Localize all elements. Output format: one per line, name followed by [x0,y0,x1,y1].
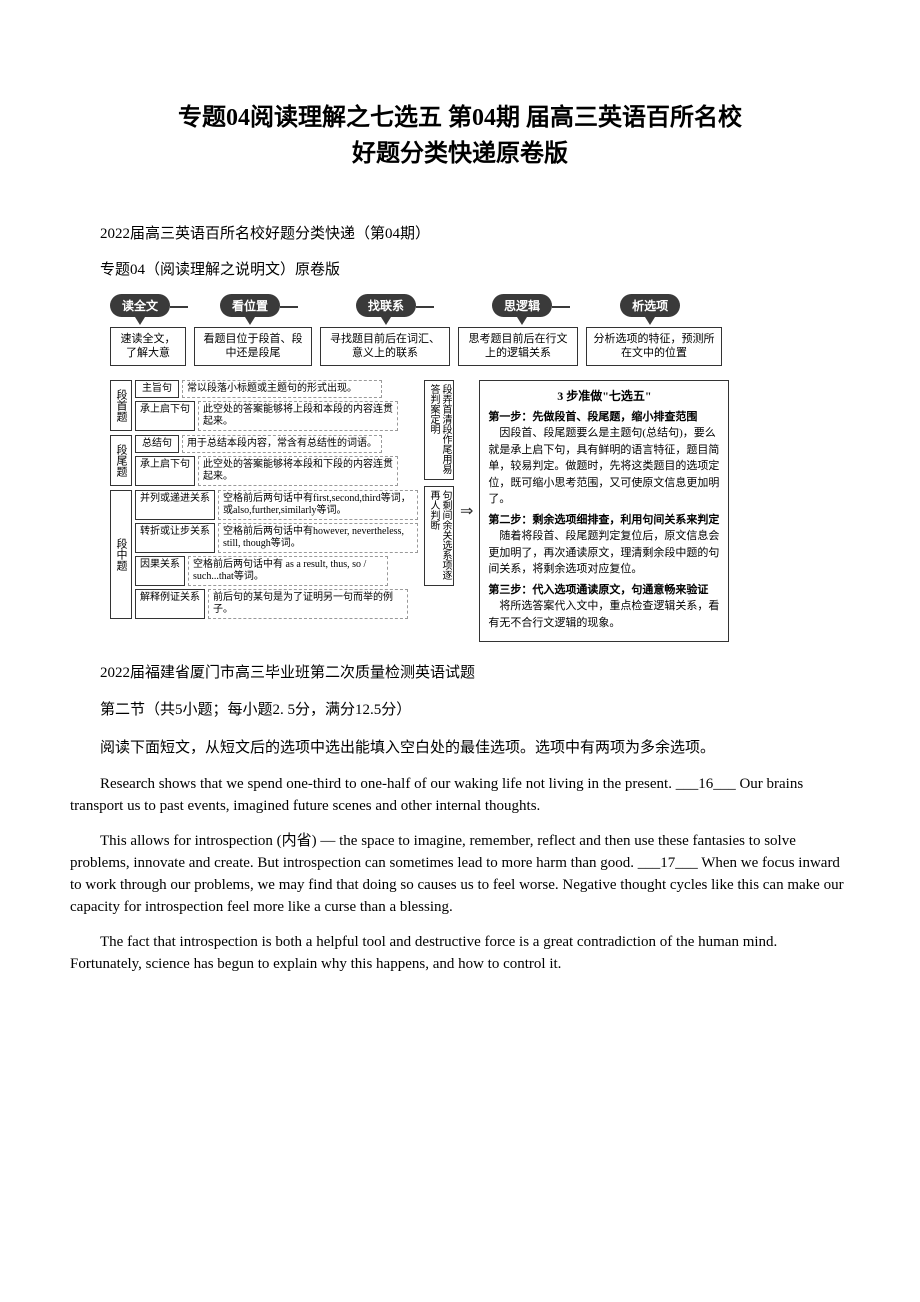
cat-label-head: 段首题 [110,380,132,431]
tip1-body: 因段首、段尾题要么是主题句(总结句)，要么就是承上启下句，具有鲜明的语言特征，题… [488,425,720,508]
cat-label-mid: 段中题 [110,490,132,619]
title-line-1: 专题04阅读理解之七选五 第04期 届高三英语百所名校 [70,100,850,136]
categories-column: 段首题 主旨句 常以段落小标题或主题句的形式出现。 承上启下句 此空处的答案能够… [110,380,418,643]
tag-cause: 因果关系 [135,556,185,586]
expl-parallel: 空格前后两句话中有first,second,third等词，或also,furt… [218,490,418,520]
step-chip-4: 思逻辑 [492,294,552,317]
instruction-line: 阅读下面短文，从短文后的选项中选出能填入空白处的最佳选项。选项中有两项为多余选项… [70,737,850,760]
expl-example: 前后句的某句是为了证明另一句而举的例子。 [208,589,408,619]
expl-link1: 此空处的答案能够将上段和本段的内容连贯起来。 [198,401,398,431]
tip2-head: 第二步：剩余选项细排查，利用句间关系来判定 [488,512,720,529]
desc-box-4: 思考题目前后在行文上的逻辑关系 [458,327,578,366]
strategy-diagram: 读全文 看位置 找联系 思逻辑 析选项 速读全文，了解大意 看题目位于段首、段中… [110,294,850,642]
vert-hint-1: 段弄首清段作尾用易答判案定明 [424,380,454,480]
tip3-body: 将所选答案代入文中，重点检查逻辑关系，看有无不合行文逻辑的现象。 [488,598,720,631]
passage-para-2: This allows for introspection (内省) — the… [70,831,850,918]
desc-box-2: 看题目位于段首、段中还是段尾 [194,327,312,366]
tag-contrast: 转折或让步关系 [135,523,215,553]
tag-link2: 承上启下句 [135,456,195,486]
desc-box-5: 分析选项的特征，预测所在文中的位置 [586,327,722,366]
section-line: 第二节（共5小题；每小题2. 5分，满分12.5分） [70,699,850,722]
tip1-head: 第一步：先做段首、段尾题，缩小排查范围 [488,409,720,426]
tip2-body: 随着将段首、段尾题判定复位后，原文信息会更加明了，再次通读原文，理清剩余段中题的… [488,528,720,578]
tips-panel: 3 步准做"七选五" 第一步：先做段首、段尾题，缩小排查范围 因段首、段尾题要么… [479,380,729,643]
subtitle-2: 专题04（阅读理解之说明文）原卷版 [70,258,850,282]
cat-label-tail: 段尾题 [110,435,132,486]
expl-topic: 常以段落小标题或主题句的形式出现。 [182,380,382,398]
passage-para-1: Research shows that we spend one-third t… [70,774,850,818]
vertical-hints: 段弄首清段作尾用易答判案定明 句剩间余关选系项逐再人判断 [424,380,454,643]
desc-box-1: 速读全文，了解大意 [110,327,186,366]
passage-para-3: The fact that introspection is both a he… [70,932,850,976]
desc-box-3: 寻找题目前后在词汇、意义上的联系 [320,327,450,366]
subtitle-1: 2022届高三英语百所名校好题分类快递（第04期） [70,222,850,246]
steps-row: 读全文 看位置 找联系 思逻辑 析选项 [110,294,850,317]
tag-link1: 承上启下句 [135,401,195,431]
vert-hint-2: 句剩间余关选系项逐再人判断 [424,486,454,586]
title-line-2: 好题分类快递原卷版 [70,136,850,172]
tip3-head: 第三步：代入选项通读原文，句通意畅来验证 [488,582,720,599]
step-chip-1: 读全文 [110,294,170,317]
step-chip-2: 看位置 [220,294,280,317]
arrow-icon: ⇒ [460,380,473,643]
tag-example: 解释例证关系 [135,589,205,619]
tips-title: 3 步准做"七选五" [488,387,720,405]
step-chip-5: 析选项 [620,294,680,317]
tag-topic: 主旨句 [135,380,179,398]
tag-summary: 总结句 [135,435,179,453]
source-line: 2022届福建省厦门市高三毕业班第二次质量检测英语试题 [70,662,850,685]
lower-diagram: 段首题 主旨句 常以段落小标题或主题句的形式出现。 承上启下句 此空处的答案能够… [110,380,850,643]
step-chip-3: 找联系 [356,294,416,317]
expl-contrast: 空格前后两句话中有however, nevertheless, still, t… [218,523,418,553]
desc-row: 速读全文，了解大意 看题目位于段首、段中还是段尾 寻找题目前后在词汇、意义上的联… [110,327,850,366]
expl-cause: 空格前后两句话中有 as a result, thus, so / such..… [188,556,388,586]
tag-parallel: 并列或递进关系 [135,490,215,520]
expl-summary: 用于总结本段内容，常含有总结性的词语。 [182,435,382,453]
expl-link2: 此空处的答案能够将本段和下段的内容连贯起来。 [198,456,398,486]
